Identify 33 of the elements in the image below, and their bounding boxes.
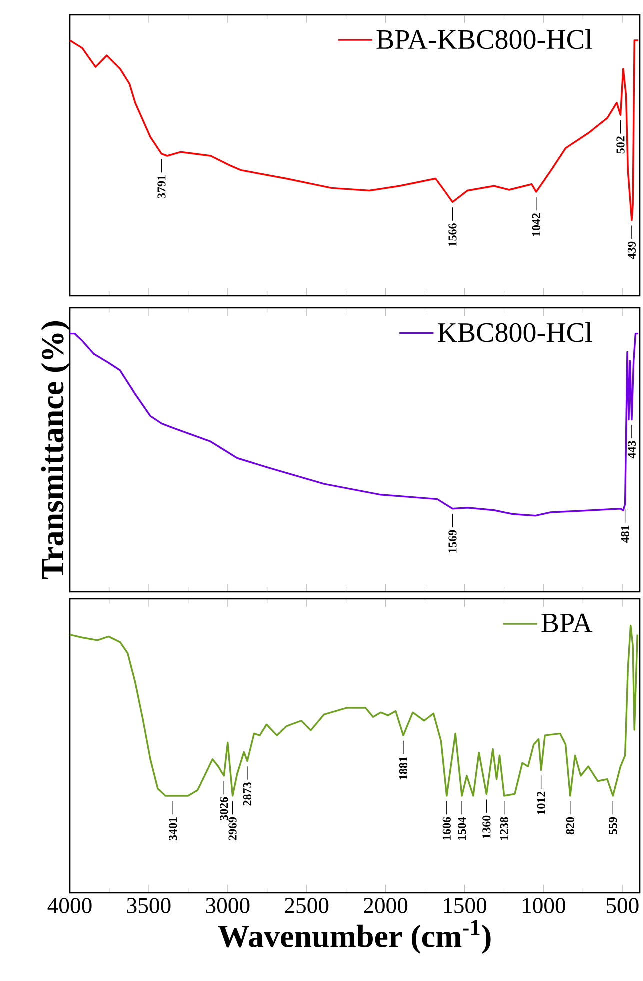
annotation: 1566 (448, 224, 457, 246)
annotation: 3026 (220, 797, 228, 820)
annotation: 1042 (532, 214, 540, 236)
x-tick-label: 500 (606, 898, 639, 914)
annotation: 443 (628, 441, 636, 459)
legend-label: KBC800-HCl (438, 322, 592, 342)
annotation: 481 (621, 526, 630, 544)
annotation: 1238 (500, 817, 508, 840)
x-tick-label: 1000 (523, 898, 566, 914)
annotation: 439 (628, 242, 636, 260)
annotation: 1606 (442, 817, 451, 840)
x-axis-title: Wavenumber (cm$^{-1}$) (218, 920, 491, 954)
legend-label: BPA (542, 614, 593, 632)
annotation: 1881 (399, 757, 408, 780)
annotation: 1360 (482, 816, 491, 838)
x-tick-label: 3000 (206, 898, 250, 914)
y-axis-title: Transmittance (%) (41, 322, 70, 580)
annotation: 1504 (458, 817, 466, 840)
x-tick-label: 2000 (364, 898, 408, 914)
annotation: 1012 (537, 792, 546, 814)
x-tick-label: 2500 (285, 898, 329, 914)
annotation: 2873 (243, 782, 252, 806)
x-tick-label: 1500 (444, 898, 487, 914)
annotation: 820 (566, 817, 574, 835)
annotation: 3401 (169, 818, 178, 841)
x-tick-label: 3500 (127, 898, 171, 914)
annotation: 2969 (228, 817, 237, 840)
annotation: 1569 (448, 530, 457, 553)
annotation: 3791 (158, 176, 166, 198)
annotation: 502 (616, 136, 625, 154)
legend-label: BPA-KBC800-HCl (376, 29, 592, 50)
x-tick-label: 4000 (48, 898, 92, 914)
annotation: 559 (609, 817, 618, 834)
